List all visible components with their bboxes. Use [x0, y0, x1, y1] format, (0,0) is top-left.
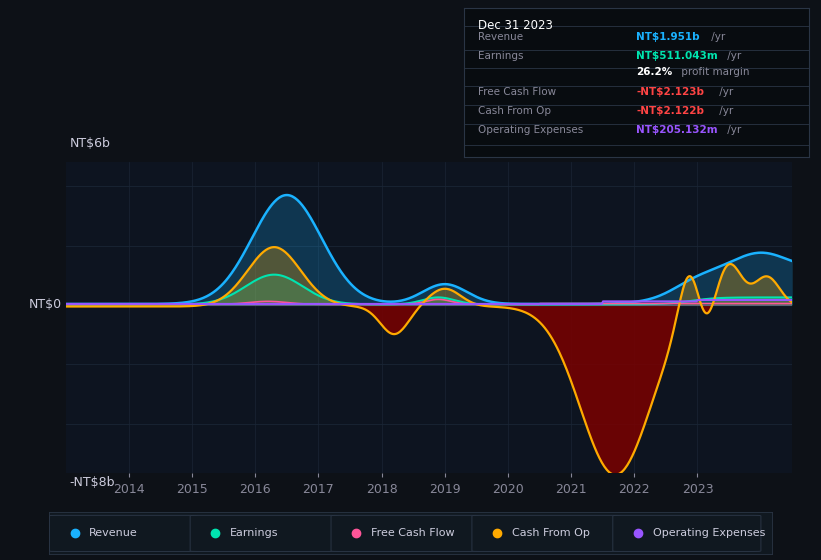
Text: /yr: /yr — [723, 51, 741, 61]
Text: Dec 31 2023: Dec 31 2023 — [478, 19, 553, 32]
Text: Free Cash Flow: Free Cash Flow — [478, 86, 556, 96]
Text: Revenue: Revenue — [478, 31, 523, 41]
Text: NT$205.132m: NT$205.132m — [636, 125, 718, 135]
Text: Operating Expenses: Operating Expenses — [653, 529, 765, 538]
FancyBboxPatch shape — [472, 515, 620, 552]
Text: NT$0: NT$0 — [29, 298, 62, 311]
Text: NT$1.951b: NT$1.951b — [636, 31, 699, 41]
FancyBboxPatch shape — [49, 515, 197, 552]
Text: Cash From Op: Cash From Op — [511, 529, 589, 538]
Text: Cash From Op: Cash From Op — [478, 106, 551, 116]
Text: Free Cash Flow: Free Cash Flow — [371, 529, 454, 538]
Text: /yr: /yr — [716, 86, 733, 96]
Text: -NT$2.122b: -NT$2.122b — [636, 106, 704, 116]
FancyBboxPatch shape — [331, 515, 479, 552]
Text: -NT$8b: -NT$8b — [69, 476, 115, 489]
FancyBboxPatch shape — [612, 515, 761, 552]
Text: Earnings: Earnings — [230, 529, 278, 538]
Text: NT$6b: NT$6b — [69, 137, 110, 150]
Text: -NT$2.123b: -NT$2.123b — [636, 86, 704, 96]
Text: Revenue: Revenue — [89, 529, 138, 538]
Text: /yr: /yr — [708, 31, 725, 41]
FancyBboxPatch shape — [190, 515, 338, 552]
Text: Operating Expenses: Operating Expenses — [478, 125, 583, 135]
Text: 26.2%: 26.2% — [636, 67, 672, 77]
Text: profit margin: profit margin — [677, 67, 749, 77]
Text: NT$511.043m: NT$511.043m — [636, 51, 718, 61]
Text: Earnings: Earnings — [478, 51, 523, 61]
Text: /yr: /yr — [716, 106, 733, 116]
Text: /yr: /yr — [723, 125, 741, 135]
